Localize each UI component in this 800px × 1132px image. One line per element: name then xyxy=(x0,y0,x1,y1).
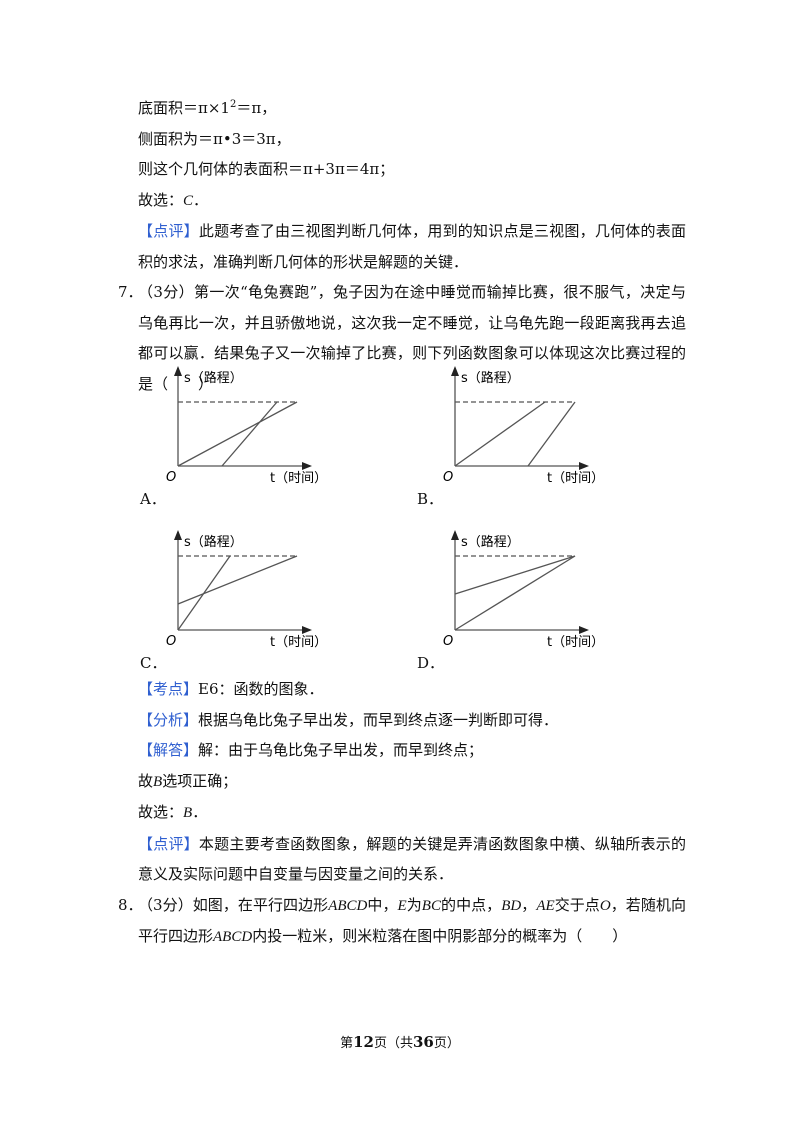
line: 故选：B． xyxy=(138,797,686,829)
text: ＝π， xyxy=(236,99,277,117)
text: 本题主要考查函数图象，解题的关键是弄清函数图象中横、纵轴所表示的意义及实际问题中… xyxy=(138,834,686,884)
origin: O xyxy=(443,634,453,649)
letter: BC xyxy=(421,897,441,914)
text: 根据乌龟比兔子早出发，而早到终点逐一判断即可得． xyxy=(198,710,559,729)
comment: 【点评】此题考查了由三视图判断几何体，用到的知识点是三视图，几何体的表面积的求法… xyxy=(138,216,686,277)
arrow xyxy=(302,626,312,634)
letter: O xyxy=(599,897,611,914)
x-label: t（时间） xyxy=(270,635,327,650)
graph-line xyxy=(527,401,576,467)
text: 解：由于乌龟比兔子早出发，而早到终点； xyxy=(198,741,484,759)
letter: ABCD xyxy=(328,897,368,914)
graph: s（路程） t（时间） O xyxy=(166,530,327,650)
line: 【解答】解：由于乌龟比兔子早出发，而早到终点； xyxy=(138,735,686,766)
option-label: A． xyxy=(140,490,166,508)
tag: 【考点】 xyxy=(138,680,199,698)
letter: BD xyxy=(501,897,522,914)
arrow xyxy=(451,530,459,540)
y-label: s（路程） xyxy=(461,370,520,386)
graph-line xyxy=(454,555,576,595)
graph-line xyxy=(177,555,298,605)
text: 内投一粒米，则米粒落在图中阴影部分的概率为（ ） xyxy=(252,927,628,945)
text: ，若随机向平行四边形 xyxy=(138,895,686,946)
tag: 【分析】 xyxy=(138,710,199,729)
graph-line xyxy=(454,401,546,467)
arrow xyxy=(579,462,589,470)
text: 中， xyxy=(367,895,398,914)
text: 故选： xyxy=(138,803,184,821)
text: ． xyxy=(192,803,208,821)
x-label: t（时间） xyxy=(547,635,604,650)
text: 选项正确； xyxy=(162,771,238,790)
line: 底面积＝π×12＝π， xyxy=(138,93,686,124)
text: 的中点， xyxy=(440,895,502,914)
arrow xyxy=(451,366,459,376)
question-number: 7． xyxy=(118,283,143,301)
text: ， xyxy=(521,895,537,914)
text: E6：函数的图象． xyxy=(198,680,324,698)
text: 底面积＝π×1 xyxy=(138,99,230,117)
text: 第 xyxy=(340,1036,354,1051)
option-label: D． xyxy=(417,654,445,672)
graph-line xyxy=(177,401,298,467)
option: C xyxy=(183,192,194,209)
line: 故选：C． xyxy=(138,185,686,217)
question-number: 8． xyxy=(118,895,143,914)
text: 故 xyxy=(138,771,154,790)
text: 交于点 xyxy=(554,895,600,914)
option-label: C． xyxy=(140,654,167,672)
page-footer: 第12页（共36页） xyxy=(0,1032,800,1051)
text: 此题考查了由三视图判断几何体，用到的知识点是三视图，几何体的表面积的求法，准确判… xyxy=(138,222,686,271)
page-total: 36 xyxy=(413,1033,434,1051)
y-label: s（路程） xyxy=(184,370,243,386)
q6-solution: 底面积＝π×12＝π， 侧面积为＝π•3＝3π， 则这个几何体的表面积＝π+3π… xyxy=(118,93,686,399)
tag: 【点评】 xyxy=(138,222,199,240)
line: 【考点】E6：函数的图象． xyxy=(138,674,686,705)
tag: 【解答】 xyxy=(138,741,199,759)
text: ． xyxy=(193,190,209,209)
option: B xyxy=(183,805,193,821)
line: 则这个几何体的表面积＝π+3π＝4π； xyxy=(138,160,395,178)
letter: E xyxy=(397,897,407,914)
line: 【分析】根据乌龟比兔子早出发，而早到终点逐一判断即可得． xyxy=(138,705,686,736)
graph: s（路程） t（时间） O xyxy=(443,530,604,650)
option-label: B． xyxy=(417,490,444,508)
superscript: 2 xyxy=(229,99,237,110)
letter: ABCD xyxy=(213,929,253,945)
graph-line xyxy=(221,401,278,467)
graph: s（路程） t（时间） O xyxy=(443,366,604,486)
text: 为 xyxy=(406,895,422,914)
graph: s（路程） t（时间） O xyxy=(166,366,327,486)
option: B xyxy=(153,773,163,790)
arrow xyxy=(174,366,182,376)
page-number: 12 xyxy=(353,1033,374,1051)
letter: AE xyxy=(536,897,555,914)
origin: O xyxy=(166,470,176,485)
arrow xyxy=(174,530,182,540)
text: 故选： xyxy=(138,190,184,209)
y-label: s（路程） xyxy=(461,534,520,550)
arrow xyxy=(579,626,589,634)
tag: 【点评】 xyxy=(138,834,199,853)
x-label: t（时间） xyxy=(270,471,327,486)
q7-solution: 【考点】E6：函数的图象． 【分析】根据乌龟比兔子早出发，而早到终点逐一判断即可… xyxy=(118,674,686,953)
x-label: t（时间） xyxy=(547,471,604,486)
line: 故B选项正确； xyxy=(138,766,686,798)
question: 8． （3分）如图，在平行四边形ABCD中，E为BC的中点，BD，AE交于点O，若… xyxy=(118,890,686,953)
y-label: s（路程） xyxy=(184,534,243,550)
origin: O xyxy=(443,470,453,485)
text: （3分）如图，在平行四边形 xyxy=(138,895,329,914)
graph-line xyxy=(454,555,576,631)
line: 侧面积为＝π•3＝3π， xyxy=(138,129,291,148)
text: （3分）第一次“龟兔赛跑”，兔子因为在途中睡觉而输掉比赛，很不服气，决定与乌龟再… xyxy=(138,283,686,393)
origin: O xyxy=(166,634,176,649)
arrow xyxy=(302,462,312,470)
question: 7． （3分）第一次“龟兔赛跑”，兔子因为在途中睡觉而输掉比赛，很不服气，决定与乌… xyxy=(118,277,686,399)
comment: 【点评】本题主要考查函数图象，解题的关键是弄清函数图象中横、纵轴所表示的意义及实… xyxy=(138,829,686,890)
text: 页（共 xyxy=(373,1036,413,1051)
text: 页） xyxy=(433,1036,460,1051)
